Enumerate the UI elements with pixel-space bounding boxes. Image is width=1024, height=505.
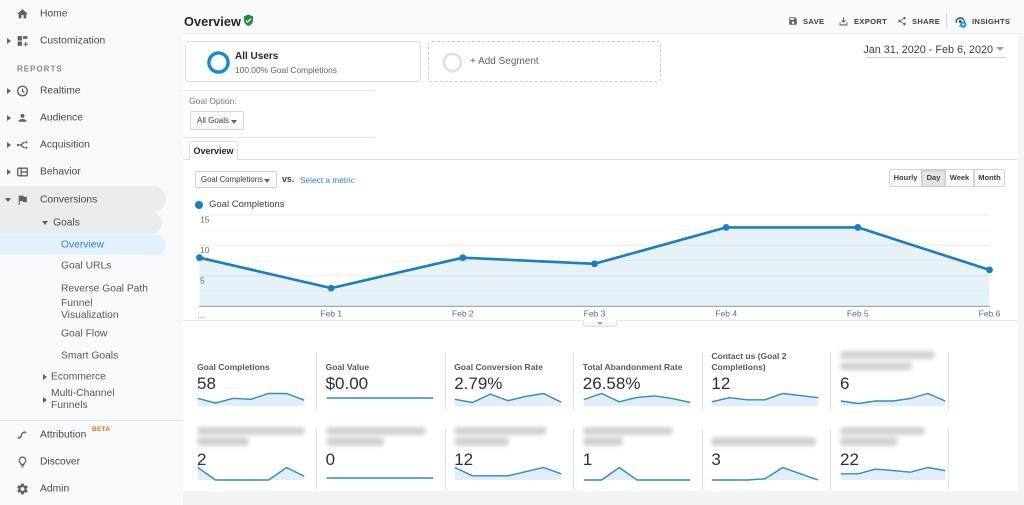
svg-text:Feb 2: Feb 2: [452, 309, 474, 319]
svg-text:10: 10: [200, 245, 210, 255]
svg-text:Feb 3: Feb 3: [584, 309, 606, 319]
svg-text:Feb 6: Feb 6: [979, 309, 1001, 319]
svg-text:15: 15: [200, 215, 210, 225]
svg-text:5: 5: [200, 275, 205, 285]
svg-text:Feb 4: Feb 4: [715, 309, 737, 319]
svg-text:...: ...: [197, 310, 204, 320]
svg-text:Feb 5: Feb 5: [847, 309, 869, 319]
svg-text:Feb 1: Feb 1: [320, 309, 342, 319]
